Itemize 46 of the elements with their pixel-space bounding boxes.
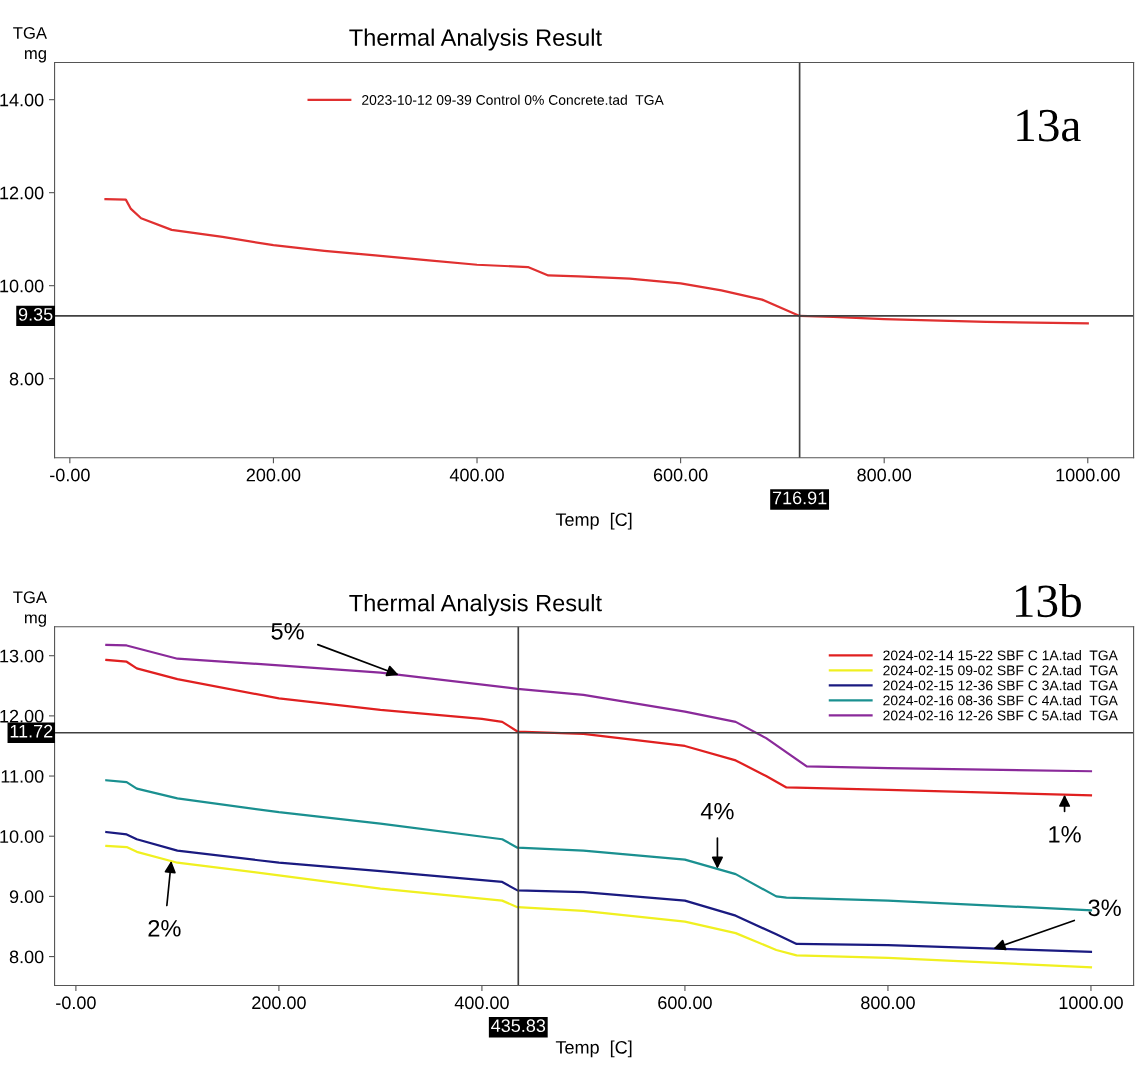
legend-label: 2024-02-14 15-22 SBF C 1A.tad TGA: [883, 650, 1118, 661]
chart-title: Thermal Analysis Result: [349, 28, 602, 51]
legend-label: 2024-02-16 12-26 SBF C 5A.tad TGA: [883, 710, 1118, 721]
ref-line-label: 11.72: [10, 724, 53, 738]
x-tick-label: 600.00: [658, 996, 712, 1010]
y-tick-label: 10.00: [0, 830, 44, 843]
annotation: 3%: [1088, 899, 1121, 917]
x-tick-label: 200.00: [246, 468, 301, 482]
x-axis-title: Temp [C]: [555, 1040, 632, 1058]
x-tick-label: 800.00: [857, 468, 912, 482]
x-tick-label: -0.00: [50, 468, 90, 482]
x-tick-label: 200.00: [252, 996, 306, 1010]
legend-label: 2023-10-12 09-39 Control 0% Concrete.tad TGA: [362, 94, 664, 105]
x-tick-label: 600.00: [653, 468, 708, 482]
annotation: 13a: [1017, 109, 1081, 142]
y-tick-label: 12.00: [0, 709, 44, 723]
line-series: [104, 198, 1089, 325]
y-tick-label: 14.00: [0, 93, 44, 107]
annotation: 5%: [271, 623, 304, 640]
ref-line-label: 716.91: [772, 491, 827, 505]
legend-label: 2024-02-16 08-36 SBF C 4A.tad TGA: [883, 695, 1118, 706]
y-tick-label: 8.00: [9, 950, 44, 964]
chart-title: Thermal Analysis Result: [349, 594, 602, 617]
x-tick-label: 1000.00: [1056, 468, 1120, 482]
x-tick-label: 800.00: [861, 996, 915, 1010]
ref-line-label: 435.83: [491, 1019, 546, 1033]
annotation: 1%: [1049, 826, 1081, 843]
x-axis-title: Temp [C]: [555, 512, 632, 530]
annotation: 2%: [148, 919, 181, 937]
y-tick-label: 12.00: [0, 186, 44, 200]
y-axis-title: TGA mg: [13, 27, 47, 63]
y-axis-title: TGA mg: [13, 591, 47, 627]
x-tick-label: 400.00: [454, 996, 509, 1010]
legend-label: 2024-02-15 09-02 SBF C 2A.tad TGA: [883, 665, 1118, 676]
y-tick-label: 8.00: [9, 372, 44, 386]
x-tick-label: 400.00: [449, 468, 504, 482]
y-tick-label: 13.00: [0, 649, 44, 663]
annotation: 4%: [700, 802, 734, 820]
y-tick-label: 11.00: [1, 769, 44, 783]
y-tick-label: 10.00: [0, 279, 44, 293]
text: 13b: [1016, 583, 1081, 618]
ref-line-label: 9.35: [18, 307, 53, 321]
y-tick-label: 9.00: [9, 890, 44, 904]
x-tick-label: 1000.00: [1059, 996, 1123, 1010]
x-tick-label: -0.00: [56, 996, 96, 1010]
legend-label: 2024-02-15 12-36 SBF C 3A.tad TGA: [883, 680, 1118, 691]
